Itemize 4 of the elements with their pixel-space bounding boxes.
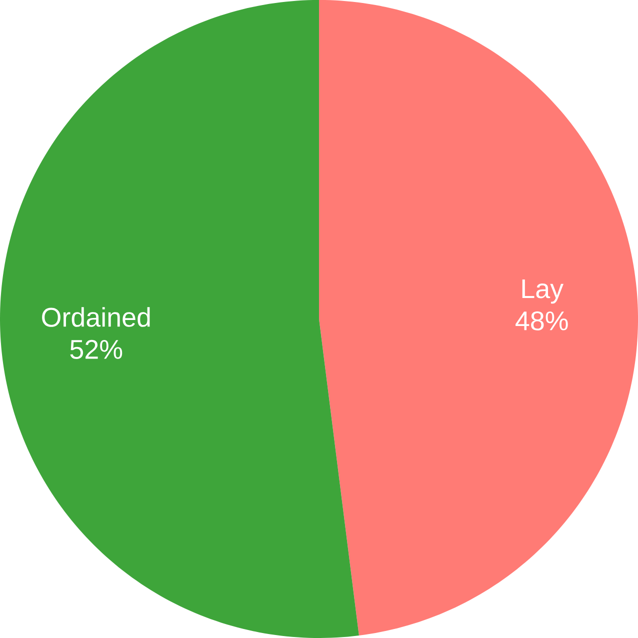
slice-label: Ordained (42, 307, 150, 327)
slice-label: Lay (522, 280, 564, 304)
data-label: 48% (516, 311, 568, 330)
data-label: 52% (70, 340, 122, 359)
